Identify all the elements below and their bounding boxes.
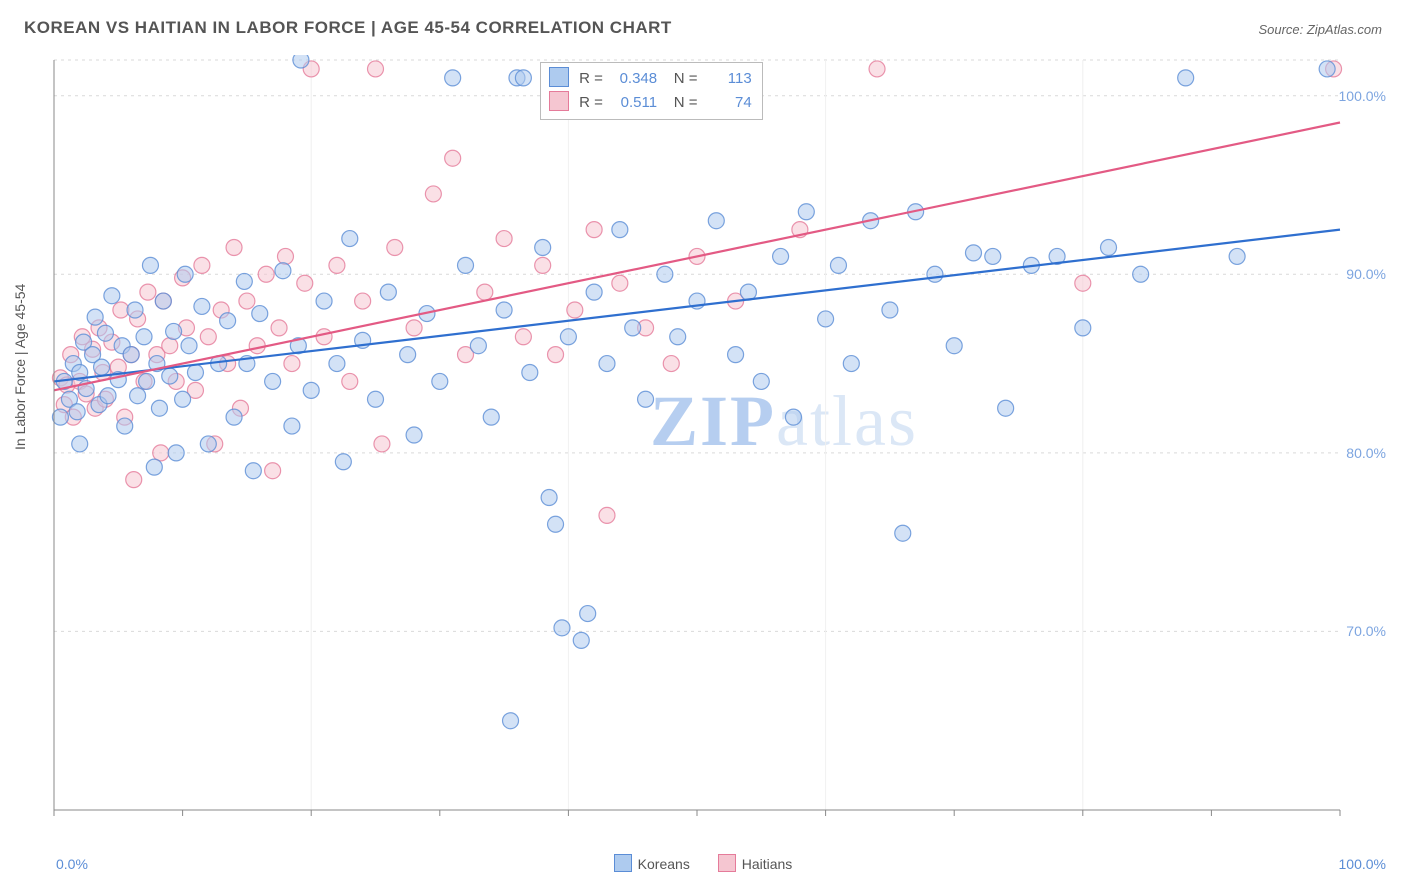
- source-attribution: Source: ZipAtlas.com: [1258, 22, 1382, 37]
- trend-lines: [54, 123, 1340, 391]
- source-prefix: Source:: [1258, 22, 1306, 37]
- source-name: ZipAtlas.com: [1307, 22, 1382, 37]
- y-tick-label: 90.0%: [1346, 266, 1386, 282]
- stats-row-koreans: R = 0.348 N = 113: [549, 67, 752, 91]
- n-label: N =: [674, 94, 702, 111]
- gridlines: [54, 60, 1340, 810]
- y-axis-label: In Labor Force | Age 45-54: [12, 284, 28, 450]
- axes: [54, 60, 1340, 816]
- chart-title: KOREAN VS HAITIAN IN LABOR FORCE | AGE 4…: [24, 18, 672, 38]
- r-label: R =: [579, 70, 607, 87]
- legend-item-haitians: Haitians: [718, 854, 793, 872]
- haitians-n-value: 74: [702, 91, 752, 115]
- haitians-legend-label: Haitians: [742, 856, 793, 872]
- y-tick-label: 100.0%: [1339, 88, 1386, 104]
- haitians-points: [52, 61, 1341, 523]
- n-label: N =: [674, 70, 702, 87]
- koreans-swatch-icon: [549, 67, 569, 87]
- koreans-legend-swatch-icon: [614, 854, 632, 872]
- y-tick-label: 70.0%: [1346, 623, 1386, 639]
- r-label: R =: [579, 94, 607, 111]
- koreans-points: [52, 55, 1335, 729]
- correlation-stats-box: R = 0.348 N = 113 R = 0.511 N = 74: [540, 62, 763, 120]
- haitians-r-value: 0.511: [607, 91, 657, 115]
- koreans-legend-label: Koreans: [638, 856, 690, 872]
- koreans-n-value: 113: [702, 67, 752, 91]
- scatter-chart: [50, 55, 1390, 825]
- haitians-legend-swatch-icon: [718, 854, 736, 872]
- haitians-swatch-icon: [549, 91, 569, 111]
- y-tick-label: 80.0%: [1346, 445, 1386, 461]
- bottom-legend: Koreans Haitians: [0, 854, 1406, 872]
- koreans-r-value: 0.348: [607, 67, 657, 91]
- chart-container: KOREAN VS HAITIAN IN LABOR FORCE | AGE 4…: [0, 0, 1406, 892]
- stats-row-haitians: R = 0.511 N = 74: [549, 91, 752, 115]
- legend-item-koreans: Koreans: [614, 854, 690, 872]
